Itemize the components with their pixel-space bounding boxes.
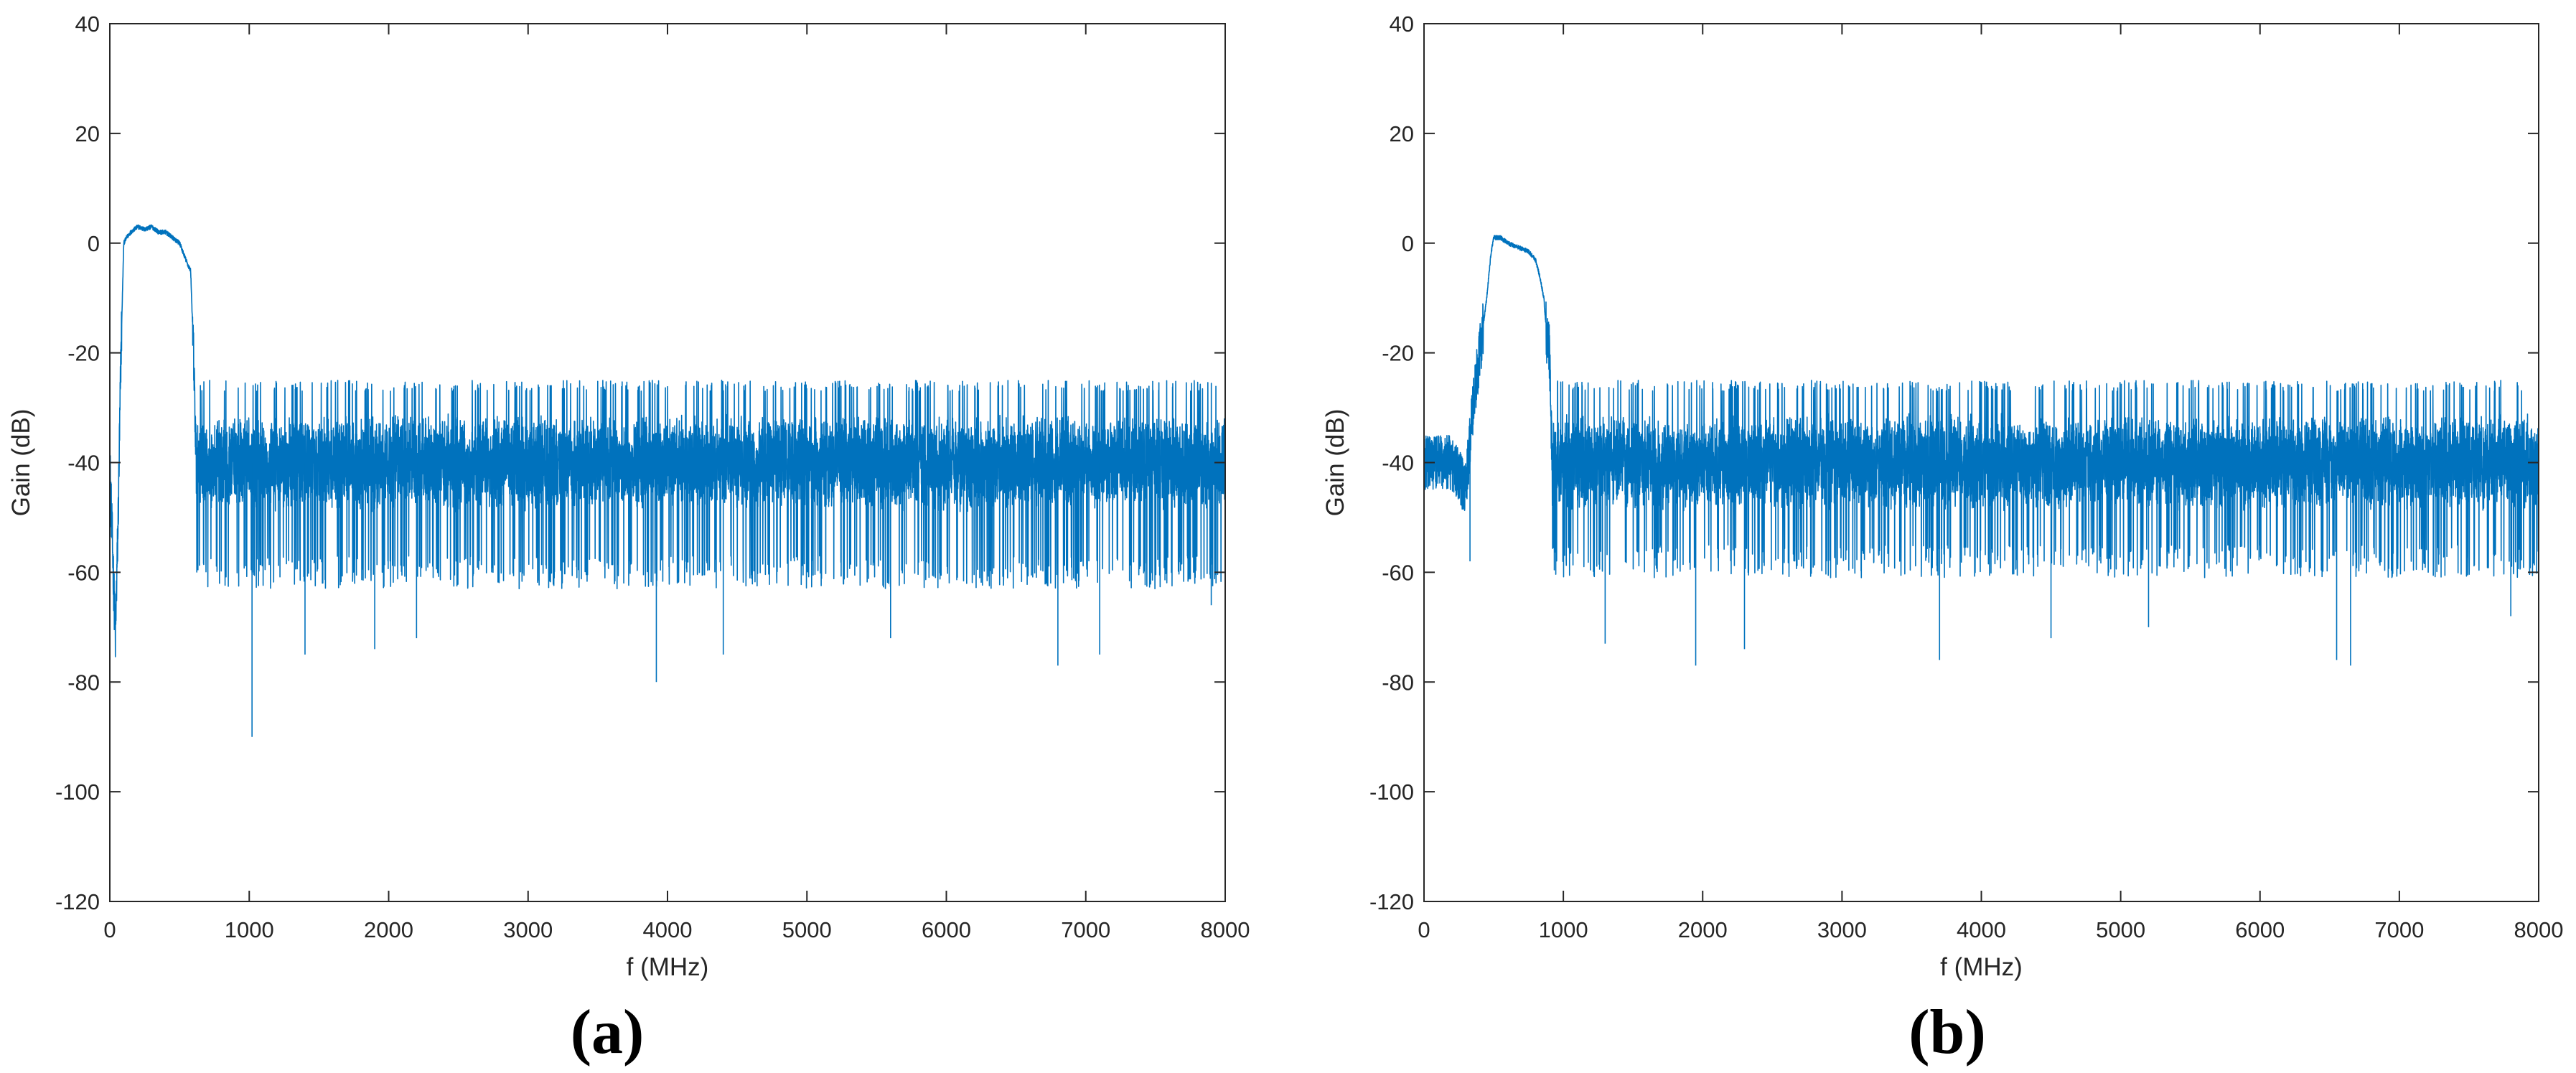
y-tick-label-a-6: -80	[67, 670, 100, 695]
x-axis-label-a: f (MHz)	[627, 953, 709, 981]
y-tick-label-b-4: -40	[1382, 451, 1414, 476]
x-tick-label-b-6: 6000	[2235, 917, 2285, 942]
x-tick-label-b-0: 0	[1418, 917, 1430, 942]
y-tick-label-b-1: 20	[1390, 121, 1414, 146]
x-tick-label-b-4: 4000	[1957, 917, 2006, 942]
y-tick-label-a-2: 0	[88, 231, 100, 256]
x-tick-label-b-8: 8000	[2514, 917, 2564, 942]
x-tick-label-a-2: 2000	[364, 917, 413, 942]
series-trace-b	[1423, 235, 2539, 578]
y-tick-label-b-5: -60	[1382, 560, 1414, 585]
y-axis-label-b: Gain (dB)	[1321, 409, 1349, 517]
x-tick-label-b-3: 3000	[1817, 917, 1867, 942]
y-tick-label-b-3: -20	[1382, 341, 1414, 366]
y-tick-label-a-8: -120	[55, 889, 100, 914]
y-tick-label-b-2: 0	[1402, 231, 1414, 256]
x-tick-label-a-5: 5000	[782, 917, 832, 942]
x-tick-label-b-5: 5000	[2096, 917, 2145, 942]
x-tick-label-a-7: 7000	[1061, 917, 1110, 942]
x-tick-label-a-8: 8000	[1201, 917, 1250, 942]
y-axis-label-a: Gain (dB)	[7, 409, 35, 517]
x-tick-label-b-2: 2000	[1678, 917, 1728, 942]
x-tick-label-a-1: 1000	[225, 917, 274, 942]
y-tick-label-b-8: -120	[1369, 889, 1414, 914]
x-tick-label-b-7: 7000	[2374, 917, 2424, 942]
x-tick-label-a-3: 3000	[503, 917, 553, 942]
x-tick-label-a-0: 0	[103, 917, 116, 942]
x-axis-label-b: f (MHz)	[1940, 953, 2023, 981]
chart-b: 0 1000 2000 3000 4000 5000 6000 7000 8000 40 20 0 -2…	[1321, 11, 2563, 981]
x-tick-label-a-6: 6000	[922, 917, 971, 942]
y-tick-label-a-5: -60	[67, 560, 100, 585]
y-tick-label-a-1: 20	[75, 121, 100, 146]
y-tick-label-a-4: -40	[67, 451, 100, 476]
y-tick-label-b-6: -80	[1382, 670, 1414, 695]
panel-label-b: (b)	[1908, 998, 1986, 1067]
chart-a: 0 1000 2000 3000 4000 5000 6000 7000 8000 40 20 0 -2…	[7, 11, 1250, 981]
y-tick-label-b-7: -100	[1369, 779, 1414, 805]
y-tick-label-b-0: 40	[1390, 11, 1414, 37]
x-tick-label-b-1: 1000	[1539, 917, 1588, 942]
series-trace-a	[109, 224, 1226, 657]
y-tick-label-a-3: -20	[67, 341, 100, 366]
panel-label-a: (a)	[570, 998, 645, 1067]
x-tick-label-a-4: 4000	[643, 917, 693, 942]
y-tick-label-a-7: -100	[55, 779, 100, 805]
y-tick-label-a-0: 40	[75, 11, 100, 37]
